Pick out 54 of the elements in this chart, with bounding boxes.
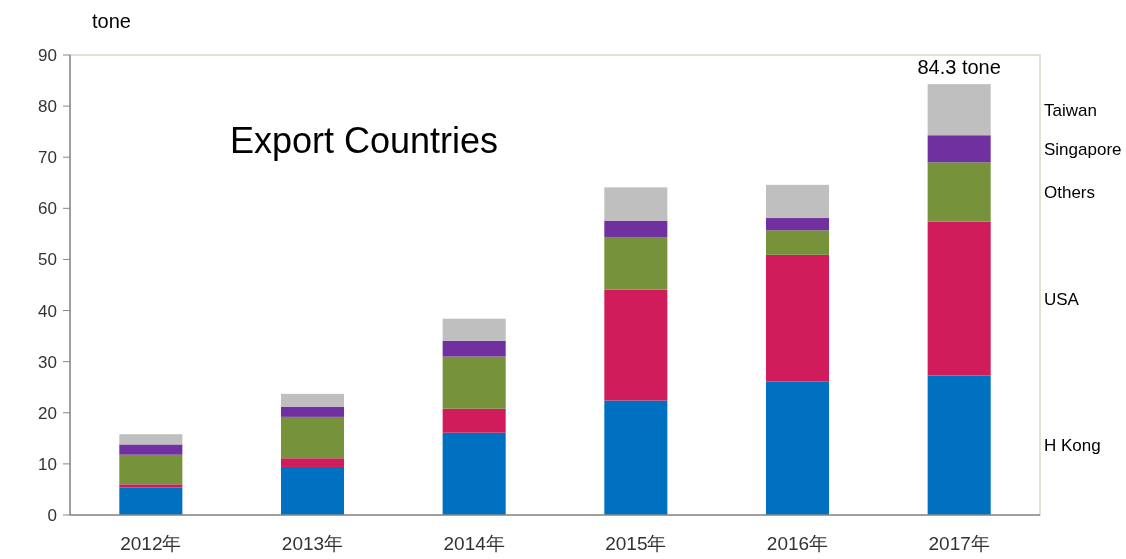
text: Others xyxy=(1044,182,1096,202)
bar xyxy=(442,318,506,341)
x-tick-label: 2015年 xyxy=(605,533,667,554)
y-tick-label: 80 xyxy=(38,97,57,117)
bar xyxy=(442,340,506,357)
x-tick-label: 2016年 xyxy=(766,533,829,554)
bar xyxy=(604,236,668,290)
y-tick-label: 60 xyxy=(38,199,57,219)
bar xyxy=(442,356,506,409)
y-tick-label: 50 xyxy=(38,250,57,270)
y-tick-label: 20 xyxy=(38,403,57,423)
bar xyxy=(280,393,345,407)
y-tick-label: 10 xyxy=(38,454,57,474)
bar xyxy=(765,254,830,382)
x-tick-label: 2013年 xyxy=(281,533,344,554)
text: Export Countries xyxy=(230,120,499,161)
bar xyxy=(119,484,183,488)
bar xyxy=(119,454,183,485)
bar xyxy=(604,220,668,237)
bar xyxy=(442,408,506,433)
bar xyxy=(442,432,506,515)
bar xyxy=(927,162,991,222)
text: H Kong xyxy=(1044,436,1101,456)
bar xyxy=(927,375,991,515)
bar xyxy=(604,289,668,401)
y-tick-label: 40 xyxy=(38,301,57,321)
bar xyxy=(280,406,345,417)
x-tick-label: 2012年 xyxy=(120,533,182,554)
bar xyxy=(604,187,668,221)
text: Taiwan xyxy=(1044,100,1097,120)
text: Singapore xyxy=(1044,139,1122,159)
text: USA xyxy=(1044,289,1080,309)
annotation: 84.3 tone xyxy=(917,56,1001,79)
bar xyxy=(765,381,830,515)
y-tick-label: 90 xyxy=(38,46,57,65)
bar xyxy=(119,487,183,515)
bar xyxy=(765,218,830,231)
x-tick-label: 2017年 xyxy=(928,533,990,554)
bar xyxy=(119,444,183,455)
x-tick-label: 2014年 xyxy=(443,533,505,554)
bar xyxy=(765,184,830,219)
y-tick-label: 30 xyxy=(38,352,57,372)
bar xyxy=(765,230,830,255)
y-tick-label: 0 xyxy=(47,506,57,525)
y-axis-title: tone xyxy=(92,10,131,32)
bar xyxy=(280,416,345,459)
bar xyxy=(927,135,991,163)
bar xyxy=(927,221,991,376)
bar xyxy=(280,458,345,467)
bar xyxy=(927,84,991,136)
bar xyxy=(119,434,183,445)
bar xyxy=(280,466,345,515)
bar xyxy=(604,400,668,515)
y-tick-label: 70 xyxy=(38,148,57,168)
